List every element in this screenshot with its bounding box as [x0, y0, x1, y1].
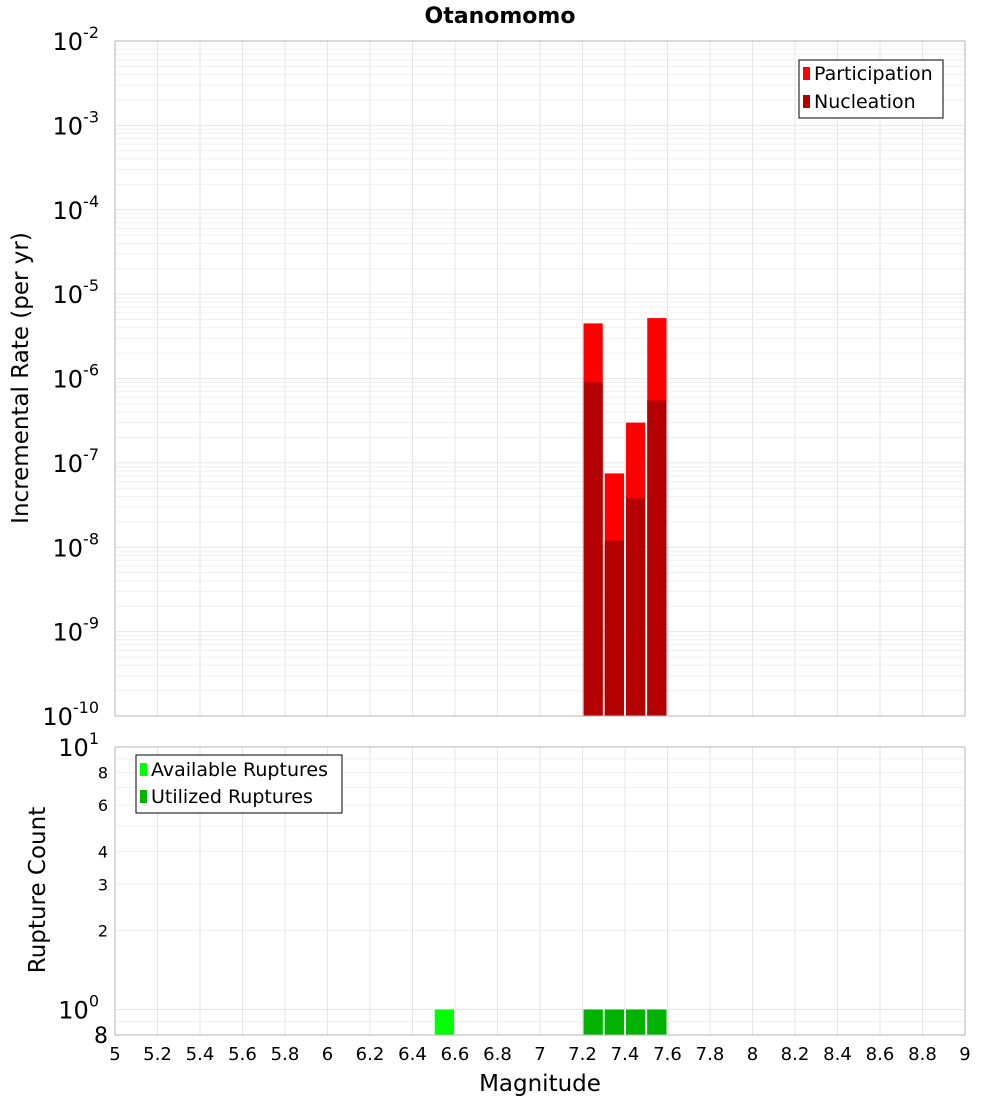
- legend-frame: [798, 59, 944, 119]
- rupture-legend: Available Ruptures Utilized Ruptures: [135, 754, 343, 814]
- y-minor-tick-label: 8: [94, 1024, 108, 1049]
- utilized-ruptures-bar: [626, 1009, 646, 1035]
- legend-label: Utilized Ruptures: [151, 786, 313, 808]
- x-tick-label: 9: [959, 1044, 970, 1065]
- legend-swatch: [803, 67, 810, 80]
- magnitude-x-axis-label: Magnitude: [479, 1071, 601, 1097]
- x-tick-label: 7: [534, 1044, 545, 1065]
- rate-y-axis-label: Incremental Rate (per yr): [8, 232, 34, 524]
- y-tick-label: 10-6: [53, 361, 100, 394]
- x-tick-label: 5: [109, 1044, 120, 1065]
- x-tick-label: 5.4: [186, 1044, 215, 1065]
- x-tick-label: 8.2: [781, 1044, 810, 1065]
- y-tick-label: 10-3: [53, 107, 100, 140]
- utilized-ruptures-bar: [647, 1009, 667, 1035]
- x-tick-label: 7.4: [611, 1044, 640, 1065]
- x-tick-label: 6.6: [441, 1044, 470, 1065]
- utilized-ruptures-bar: [604, 1009, 624, 1035]
- available-ruptures-bar: [434, 1009, 454, 1035]
- y-tick-label: 10-8: [53, 529, 100, 562]
- x-tick-label: 7.2: [568, 1044, 597, 1065]
- y-tick-label: 10-7: [53, 445, 100, 478]
- legend-label: Participation: [814, 63, 933, 85]
- y-minor-tick-label: 4: [98, 842, 108, 861]
- x-tick-label: 6.8: [483, 1044, 512, 1065]
- y-tick-label: 100: [58, 992, 99, 1025]
- y-tick-label: 101: [58, 729, 99, 762]
- nucleation-bar: [583, 382, 603, 716]
- y-minor-tick-label: 6: [98, 796, 108, 815]
- legend-swatch: [140, 790, 147, 803]
- x-tick-label: 7.6: [653, 1044, 682, 1065]
- x-tick-label: 6: [322, 1044, 333, 1065]
- y-minor-tick-label: 3: [98, 875, 108, 894]
- legend-swatch: [803, 95, 810, 108]
- x-tick-label: 6.2: [356, 1044, 385, 1065]
- y-tick-label: 10-2: [53, 23, 100, 56]
- y-tick-label: 10-4: [53, 192, 100, 225]
- x-tick-label: 8.4: [823, 1044, 852, 1065]
- x-tick-label: 8: [747, 1044, 758, 1065]
- legend-swatch: [140, 763, 147, 776]
- rate-legend: Participation Nucleation: [798, 59, 944, 119]
- x-tick-label: 5.2: [143, 1044, 172, 1065]
- y-minor-tick-label: 2: [98, 922, 108, 941]
- chart-title: Otanomomo: [425, 4, 576, 29]
- legend-label: Nucleation: [814, 91, 916, 113]
- rupture-count-y-axis-label: Rupture Count: [25, 807, 51, 973]
- y-tick-label: 10-9: [53, 614, 100, 647]
- legend-label: Available Ruptures: [151, 759, 328, 781]
- y-tick-label: 10-10: [42, 698, 99, 731]
- nucleation-bar: [626, 498, 646, 716]
- legend-frame: [135, 754, 343, 814]
- x-tick-label: 6.4: [398, 1044, 427, 1065]
- x-tick-label: 8.6: [866, 1044, 895, 1065]
- utilized-ruptures-bar: [583, 1009, 603, 1035]
- plot-frame: [114, 40, 966, 717]
- plot-frame: [114, 746, 966, 1036]
- x-tick-label: 8.8: [908, 1044, 937, 1065]
- nucleation-bar: [647, 400, 667, 716]
- x-tick-label: 5.6: [228, 1044, 257, 1065]
- x-tick-label: 5.8: [271, 1044, 300, 1065]
- y-minor-tick-label: 8: [98, 763, 108, 782]
- rate-panel: 10-10 10-9 10-8 10-7 10-6 10-5 10-4 10-3 10-2 Par…: [42, 23, 966, 731]
- x-tick-label: 7.8: [696, 1044, 725, 1065]
- nucleation-bar: [604, 540, 624, 716]
- y-tick-label: 10-5: [53, 276, 100, 309]
